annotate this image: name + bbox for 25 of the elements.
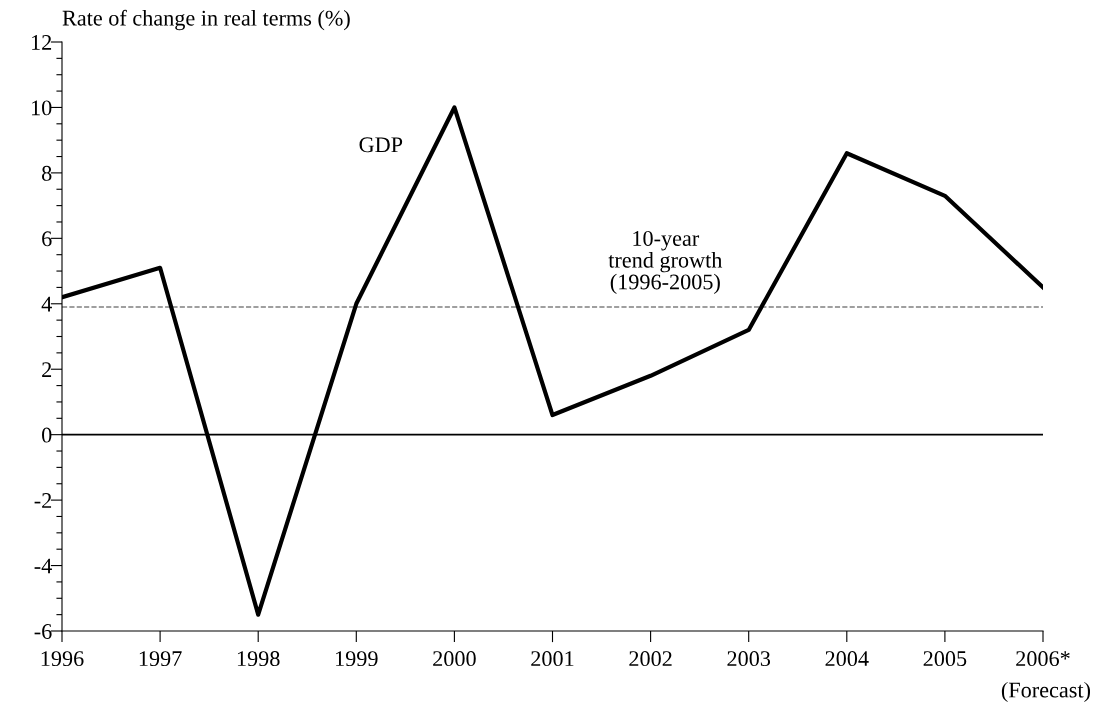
ref-line-label: 10-year trend growth (1996-2005) bbox=[608, 230, 723, 294]
y-tick-label: -4 bbox=[34, 558, 52, 574]
x-tick-label: 2003 bbox=[727, 651, 771, 667]
y-tick-label: 10 bbox=[32, 100, 52, 116]
x-tick-label: 2005 bbox=[923, 651, 967, 667]
series-label: GDP bbox=[359, 137, 403, 153]
x-tick-label: 2004 bbox=[825, 651, 869, 667]
text: (Forecast) bbox=[1001, 681, 1091, 703]
y-tick-label: 4 bbox=[41, 296, 52, 312]
y-tick-label: 0 bbox=[42, 427, 52, 443]
y-tick-label: 8 bbox=[42, 165, 52, 181]
y-tick-label: 2 bbox=[42, 362, 52, 377]
x-tick-label: 1999 bbox=[336, 651, 378, 667]
y-tick-label: 6 bbox=[42, 231, 52, 247]
x-tick-label: 2006* bbox=[1016, 651, 1070, 667]
x-tick-label: 1998 bbox=[237, 651, 280, 667]
x-tick-label: 2002 bbox=[629, 651, 672, 667]
x-tick-label: 1996 bbox=[41, 651, 84, 667]
x-tick-label: 2001 bbox=[531, 651, 574, 667]
y-tick-label: -2 bbox=[34, 493, 52, 508]
y-axis-title: Rate of change in real terms (%) bbox=[62, 9, 350, 31]
y-tick-label: -6 bbox=[34, 623, 52, 639]
x-tick-label: 2000 bbox=[433, 651, 476, 667]
x-tick-label: 1997 bbox=[139, 651, 182, 667]
y-tick-label: 12 bbox=[32, 34, 52, 50]
